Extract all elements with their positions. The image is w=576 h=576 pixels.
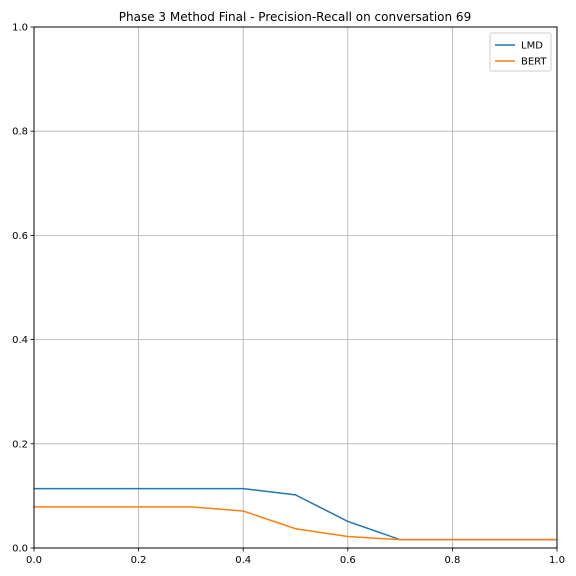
x-tick-label: 1.0 <box>549 555 565 566</box>
y-tick-label: 0.4 <box>12 335 28 346</box>
x-tick-label: 0.0 <box>26 555 42 566</box>
y-tick-label: 0.8 <box>12 127 28 138</box>
axis-ticks: 0.0 0.2 0.4 0.6 0.8 1.0 0.0 0.2 0.4 0.6 0.8 1.0 <box>12 23 565 567</box>
x-tick-label: 0.4 <box>235 555 251 566</box>
plot-area-frame <box>33 26 558 549</box>
series-lines <box>34 487 557 541</box>
legend-label-bert: BERT <box>521 57 547 68</box>
legend-label-lmd: LMD <box>521 41 543 52</box>
x-tick-label: 0.6 <box>340 555 356 566</box>
y-tick-label: 0.6 <box>12 231 28 242</box>
series-line-bert <box>34 506 557 541</box>
y-tick-label: 0.2 <box>12 439 28 450</box>
chart-title: Phase 3 Method Final - Precision-Recall … <box>119 10 471 24</box>
y-tick-label: 0.0 <box>12 544 28 555</box>
x-tick-label: 0.2 <box>131 555 147 566</box>
x-tick-label: 0.8 <box>444 555 460 566</box>
y-tick-label: 1.0 <box>12 23 28 34</box>
legend: LMD BERT <box>489 32 552 72</box>
